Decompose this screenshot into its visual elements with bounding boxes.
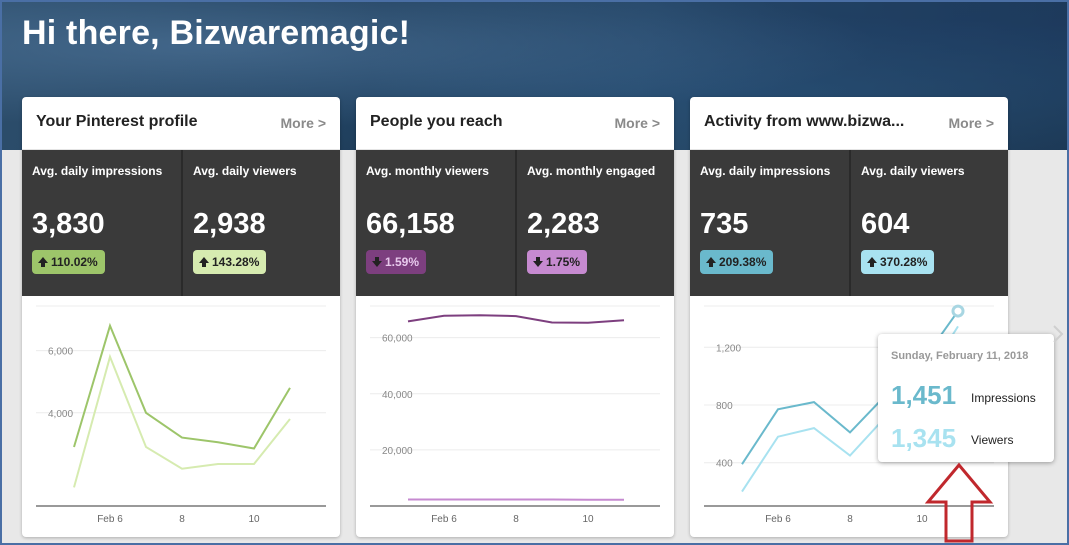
x-tick-label: Feb 6 xyxy=(765,514,791,525)
y-tick-label: 6,000 xyxy=(48,347,73,358)
x-tick-label: 10 xyxy=(582,514,594,525)
stat-value: 66,158 xyxy=(366,208,455,240)
arrow-up-icon xyxy=(199,257,209,267)
stat-value: 2,283 xyxy=(527,208,600,240)
card-header: Your Pinterest profile More > xyxy=(22,97,340,150)
x-tick-label: Feb 6 xyxy=(97,514,123,525)
arrow-up-icon xyxy=(38,257,48,267)
card-pinterest-profile: Your Pinterest profile More > Avg. daily… xyxy=(22,97,340,537)
stat-avg-monthly-engaged[interactable]: Avg. monthly engaged 2,283 1.75% xyxy=(515,150,674,296)
stat-value: 2,938 xyxy=(193,208,266,240)
stat-avg-daily-impressions[interactable]: Avg. daily impressions 735 209.38% xyxy=(690,150,848,296)
stats-panel: Avg. daily impressions 3,830 110.02% Avg… xyxy=(22,150,340,296)
x-tick-label: 8 xyxy=(847,514,853,525)
tooltip-impressions-value: 1,451 xyxy=(891,380,957,410)
x-tick-label: 8 xyxy=(179,514,185,525)
chevron-right-icon[interactable] xyxy=(1052,324,1066,344)
stat-avg-monthly-viewers[interactable]: Avg. monthly viewers 66,158 1.59% xyxy=(356,150,514,296)
tooltip-date: Sunday, February 11, 2018 xyxy=(891,350,1029,362)
data-point xyxy=(951,304,965,318)
stat-avg-daily-viewers[interactable]: Avg. daily viewers 2,938 143.28% xyxy=(181,150,340,296)
stats-panel: Avg. monthly viewers 66,158 1.59% Avg. m… xyxy=(356,150,674,296)
series-line xyxy=(407,314,625,324)
arrow-up-icon xyxy=(706,257,716,267)
card-header: People you reach More > xyxy=(356,97,674,150)
y-tick-label: 60,000 xyxy=(382,334,413,345)
greeting-title: Hi there, Bizwaremagic! xyxy=(22,14,411,52)
y-tick-label: 400 xyxy=(716,459,733,470)
stat-label: Avg. daily impressions xyxy=(32,164,163,178)
stat-avg-daily-impressions[interactable]: Avg. daily impressions 3,830 110.02% xyxy=(22,150,180,296)
y-tick-label: 20,000 xyxy=(382,446,413,457)
line-chart: 20,000 40,000 60,000 Feb 6 8 10 xyxy=(370,305,660,525)
stat-label: Avg. daily viewers xyxy=(861,164,965,178)
arrow-down-icon xyxy=(372,257,382,267)
series-line xyxy=(73,322,291,450)
tooltip-impressions-label: Impressions xyxy=(971,391,1036,405)
card-people-you-reach: People you reach More > Avg. monthly vie… xyxy=(356,97,674,537)
change-value: 1.75% xyxy=(546,255,581,269)
more-link[interactable]: More > xyxy=(948,115,994,131)
stat-value: 604 xyxy=(861,208,910,240)
stat-avg-daily-viewers[interactable]: Avg. daily viewers 604 370.28% xyxy=(849,150,1008,296)
stat-label: Avg. daily viewers xyxy=(193,164,297,178)
x-tick-label: 10 xyxy=(916,514,928,525)
change-value: 1.59% xyxy=(385,255,420,269)
chart-pinterest-profile[interactable]: 4,000 6,000 Feb 6 8 10 xyxy=(22,296,340,537)
more-link[interactable]: More > xyxy=(280,115,326,131)
stat-value: 3,830 xyxy=(32,208,105,240)
change-badge: 370.28% xyxy=(861,250,935,274)
card-title: People you reach xyxy=(370,113,503,130)
y-tick-label: 4,000 xyxy=(48,409,73,420)
stats-panel: Avg. daily impressions 735 209.38% Avg. … xyxy=(690,150,1008,296)
x-tick-label: 10 xyxy=(248,514,260,525)
arrow-down-icon xyxy=(533,257,543,267)
card-website-activity: Activity from www.bizwa... More > Avg. d… xyxy=(690,97,1008,537)
y-tick-label: 40,000 xyxy=(382,390,413,401)
change-badge: 1.59% xyxy=(366,250,427,274)
x-tick-label: Feb 6 xyxy=(431,514,457,525)
chart-tooltip: Sunday, February 11, 2018 1,451 Impressi… xyxy=(878,334,1054,462)
change-value: 110.02% xyxy=(51,255,98,269)
card-header: Activity from www.bizwa... More > xyxy=(690,97,1008,150)
change-badge: 143.28% xyxy=(193,250,267,274)
change-value: 209.38% xyxy=(719,255,767,269)
line-chart: 4,000 6,000 Feb 6 8 10 xyxy=(36,305,326,525)
change-badge: 110.02% xyxy=(32,250,105,274)
stat-value: 735 xyxy=(700,208,749,240)
change-badge: 209.38% xyxy=(700,250,774,274)
y-tick-label: 800 xyxy=(716,401,733,412)
change-badge: 1.75% xyxy=(527,250,588,274)
stat-label: Avg. monthly viewers xyxy=(366,164,489,178)
stat-label: Avg. monthly engaged xyxy=(527,164,656,178)
arrow-up-icon xyxy=(867,257,877,267)
more-link[interactable]: More > xyxy=(614,115,660,131)
chart-people-you-reach[interactable]: 20,000 40,000 60,000 Feb 6 8 10 xyxy=(356,296,674,537)
red-up-arrow-icon xyxy=(924,462,994,543)
y-tick-label: 1,200 xyxy=(716,343,741,354)
tooltip-viewers-label: Viewers xyxy=(971,433,1014,447)
card-title: Activity from www.bizwa... xyxy=(704,113,905,130)
series-line xyxy=(73,353,291,488)
change-value: 370.28% xyxy=(880,255,928,269)
stat-label: Avg. daily impressions xyxy=(700,164,831,178)
card-title: Your Pinterest profile xyxy=(36,113,198,130)
x-tick-label: 8 xyxy=(513,514,519,525)
change-value: 143.28% xyxy=(212,255,260,269)
tooltip-viewers-value: 1,345 xyxy=(891,423,957,453)
